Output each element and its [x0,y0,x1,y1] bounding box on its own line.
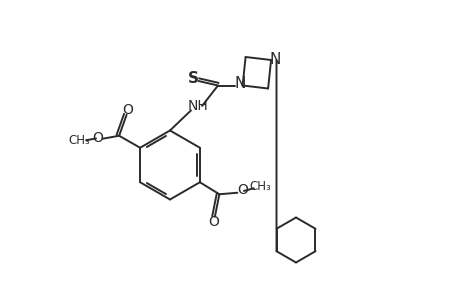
Text: O: O [123,103,133,117]
Text: CH₃: CH₃ [68,134,90,147]
Text: N: N [269,52,280,67]
Text: O: O [237,183,248,197]
Text: O: O [92,131,102,145]
Text: NH: NH [187,100,208,113]
Text: CH₃: CH₃ [249,180,271,193]
Text: N: N [234,76,246,92]
Text: O: O [207,215,218,229]
Text: S: S [187,71,198,86]
